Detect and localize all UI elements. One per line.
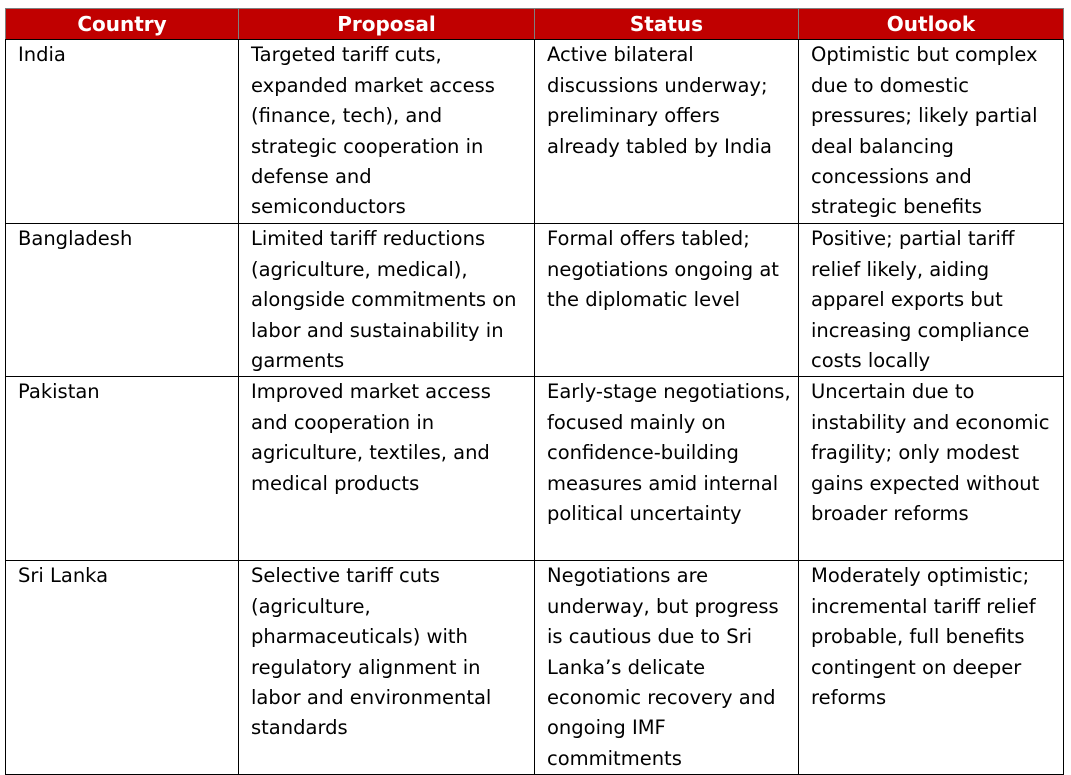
- outlook-cell: Optimistic but complex due to domestic p…: [798, 39, 1064, 225]
- proposal-cell: Improved market access and cooperation i…: [238, 376, 535, 562]
- table-header: Country Proposal Status Outlook: [5, 7, 1064, 41]
- table-row: Pakistan Improved market access and coop…: [5, 376, 1064, 562]
- header-proposal: Proposal: [238, 7, 535, 41]
- trade-proposals-table: Country Proposal Status Outlook India Ta…: [5, 7, 1064, 775]
- status-cell: Active bilateral discussions underway; p…: [534, 39, 799, 225]
- proposal-cell: Limited tariff reductions (agriculture, …: [238, 223, 535, 378]
- header-outlook: Outlook: [798, 7, 1064, 41]
- status-cell: Negotiations are underway, but progress …: [534, 560, 799, 775]
- table-row: Bangladesh Limited tariff reductions (ag…: [5, 223, 1064, 378]
- outlook-cell: Positive; partial tariff relief likely, …: [798, 223, 1064, 378]
- table-row: India Targeted tariff cuts, expanded mar…: [5, 39, 1064, 225]
- status-cell: Formal offers tabled; negotiations ongoi…: [534, 223, 799, 378]
- country-cell: Sri Lanka: [5, 560, 239, 775]
- table-row: Sri Lanka Selective tariff cuts (agricul…: [5, 560, 1064, 775]
- table-body: India Targeted tariff cuts, expanded mar…: [5, 39, 1064, 775]
- header-country: Country: [5, 7, 239, 41]
- header-status: Status: [534, 7, 799, 41]
- proposal-cell: Selective tariff cuts (agriculture, phar…: [238, 560, 535, 775]
- status-cell: Early-stage negotiations, focused mainly…: [534, 376, 799, 562]
- header-row: Country Proposal Status Outlook: [5, 7, 1064, 41]
- outlook-cell: Moderately optimistic; incremental tarif…: [798, 560, 1064, 775]
- outlook-cell: Uncertain due to instability and economi…: [798, 376, 1064, 562]
- country-cell: Pakistan: [5, 376, 239, 562]
- proposal-cell: Targeted tariff cuts, expanded market ac…: [238, 39, 535, 225]
- country-cell: India: [5, 39, 239, 225]
- country-cell: Bangladesh: [5, 223, 239, 378]
